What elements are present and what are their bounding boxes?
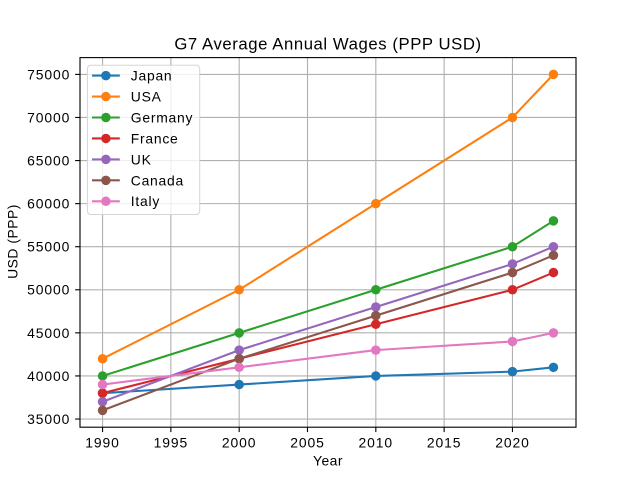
svg-text:2000: 2000 [222, 434, 257, 450]
svg-text:Year: Year [313, 453, 343, 469]
svg-text:50000: 50000 [27, 282, 70, 298]
svg-text:Canada: Canada [131, 172, 184, 188]
svg-text:G7 Average Annual Wages (PPP U: G7 Average Annual Wages (PPP USD) [174, 35, 481, 54]
svg-text:45000: 45000 [27, 325, 70, 341]
svg-text:2015: 2015 [427, 434, 462, 450]
svg-text:2020: 2020 [495, 434, 530, 450]
svg-text:40000: 40000 [27, 368, 70, 384]
svg-text:France: France [131, 130, 179, 146]
svg-text:70000: 70000 [27, 109, 70, 125]
svg-text:2010: 2010 [359, 434, 394, 450]
svg-text:35000: 35000 [27, 411, 70, 427]
svg-text:75000: 75000 [27, 66, 70, 82]
svg-text:1995: 1995 [154, 434, 189, 450]
svg-text:65000: 65000 [27, 152, 70, 168]
svg-text:Germany: Germany [131, 109, 193, 125]
svg-text:UK: UK [131, 151, 152, 167]
svg-text:2005: 2005 [290, 434, 325, 450]
svg-text:60000: 60000 [27, 196, 70, 212]
svg-text:55000: 55000 [27, 239, 70, 255]
svg-text:Japan: Japan [131, 68, 173, 84]
svg-text:Italy: Italy [131, 193, 160, 209]
svg-text:1990: 1990 [85, 434, 120, 450]
svg-text:USD (PPP): USD (PPP) [5, 204, 21, 279]
svg-text:USA: USA [131, 88, 162, 104]
